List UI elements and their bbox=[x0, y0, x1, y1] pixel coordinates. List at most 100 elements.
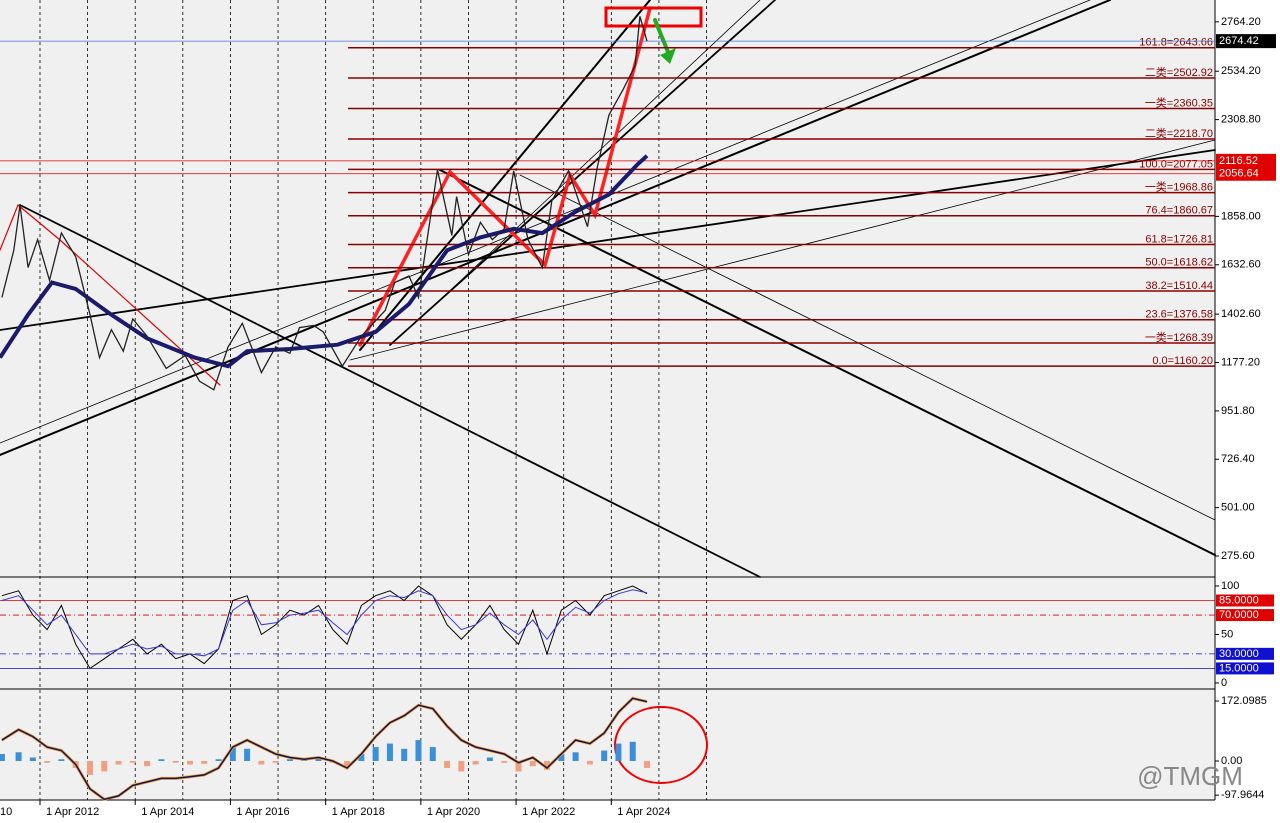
histogram-bar bbox=[372, 747, 379, 761]
histogram-bar bbox=[358, 754, 365, 761]
histogram-bar bbox=[29, 757, 36, 761]
fib-label: 一类=2360.35 bbox=[1145, 95, 1213, 109]
x-tick-label: 1 Apr 2018 bbox=[332, 806, 385, 818]
histogram-bar bbox=[515, 760, 522, 772]
y-tick-label: -97.9644 bbox=[1221, 789, 1264, 801]
histogram-bar bbox=[115, 760, 122, 765]
y-tick-label: 100 bbox=[1221, 580, 1239, 592]
histogram-bar bbox=[415, 740, 422, 761]
histogram-bar bbox=[558, 754, 565, 761]
fib-label: 二类=2502.92 bbox=[1145, 65, 1213, 79]
level-tag bbox=[1216, 662, 1274, 675]
y-tick-label: 1632.60 bbox=[1221, 259, 1261, 271]
price-tag-label: 2116.52 bbox=[1219, 155, 1258, 167]
histogram-bar bbox=[101, 760, 108, 772]
level-tag bbox=[1216, 647, 1274, 660]
histogram-bar bbox=[486, 757, 493, 761]
y-tick-label: 2764.20 bbox=[1221, 16, 1261, 28]
histogram-bar bbox=[601, 750, 608, 761]
histogram-bar bbox=[386, 743, 393, 761]
histogram-bar bbox=[229, 747, 236, 761]
y-tick-label: 172.0985 bbox=[1221, 695, 1267, 707]
y-tick-label: 1858.00 bbox=[1221, 210, 1261, 222]
histogram-bar bbox=[158, 759, 165, 761]
fib-label: 一类=1268.39 bbox=[1145, 330, 1213, 344]
level-tag-label: 15.0000 bbox=[1219, 662, 1259, 674]
histogram-bar bbox=[186, 760, 193, 765]
y-tick-label: 951.80 bbox=[1221, 405, 1255, 417]
histogram-bar bbox=[15, 752, 22, 761]
histogram-bar bbox=[586, 760, 593, 765]
oscillator-line bbox=[1, 585, 648, 670]
fib-label: 161.8=2643.66 bbox=[1139, 37, 1213, 49]
histogram-bar bbox=[644, 760, 651, 768]
histogram-bar bbox=[215, 759, 222, 761]
drawings bbox=[0, 0, 1216, 784]
y-tick-label: 1402.60 bbox=[1221, 308, 1261, 320]
histogram-bar bbox=[258, 760, 265, 765]
fib-label: 23.6=1376.58 bbox=[1145, 309, 1213, 321]
fib-label: 61.8=1726.81 bbox=[1145, 233, 1213, 245]
histogram-bar bbox=[572, 752, 579, 761]
histogram-bar bbox=[286, 759, 293, 761]
macd-line bbox=[1, 697, 648, 801]
histogram-bar bbox=[129, 760, 136, 763]
histogram-bar bbox=[472, 760, 479, 765]
y-tick-label: 275.60 bbox=[1221, 550, 1255, 562]
fib-label: 二类=2218.70 bbox=[1145, 126, 1213, 140]
histogram-bar bbox=[401, 748, 408, 761]
watermark: @TMGM bbox=[1137, 761, 1243, 791]
level-tag-label: 85.0000 bbox=[1219, 594, 1259, 606]
price-tag-label: 2056.64 bbox=[1219, 168, 1259, 180]
oscillator-line bbox=[1, 589, 648, 657]
y-tick-label: 0 bbox=[1221, 677, 1227, 689]
fib-label: 50.0=1618.62 bbox=[1145, 257, 1213, 269]
histogram-bar bbox=[201, 760, 208, 764]
fib-label: 一类=1968.86 bbox=[1145, 179, 1213, 193]
x-tick-label: 1 Apr 2014 bbox=[141, 806, 194, 818]
y-tick-label: 50 bbox=[1221, 628, 1233, 640]
level-tag bbox=[1216, 594, 1274, 607]
histogram-bar bbox=[244, 748, 251, 761]
histogram-bar bbox=[458, 760, 465, 772]
histogram-bar bbox=[444, 760, 451, 768]
price-tag bbox=[1216, 153, 1276, 168]
histogram-bar bbox=[315, 757, 322, 761]
x-tick-label: 1 Apr 2024 bbox=[617, 806, 670, 818]
histogram-bar bbox=[529, 760, 536, 767]
moving-average bbox=[0, 154, 649, 369]
histogram-bar bbox=[86, 760, 93, 775]
price-tag bbox=[1216, 166, 1276, 181]
level-tag-label: 30.0000 bbox=[1219, 648, 1259, 660]
histogram-bar bbox=[0, 754, 5, 761]
x-tick-label: 1 Apr 2012 bbox=[46, 806, 99, 818]
histogram-bar bbox=[501, 760, 508, 763]
histogram-bar bbox=[44, 760, 51, 763]
price-line bbox=[1, 16, 648, 391]
histogram-bar bbox=[172, 760, 179, 763]
x-tick-label: 10 bbox=[0, 806, 12, 818]
plot-bg bbox=[0, 0, 1215, 800]
price-tag bbox=[1216, 34, 1276, 49]
y-tick-label: 501.00 bbox=[1221, 502, 1255, 514]
x-tick-label: 1 Apr 2020 bbox=[427, 806, 480, 818]
histogram-bar bbox=[344, 760, 351, 767]
y-tick-label: 0.00 bbox=[1221, 755, 1242, 767]
histogram-bar bbox=[615, 743, 622, 761]
fib-label: 0.0=1160.20 bbox=[1152, 355, 1213, 367]
y-tick-label: 2534.20 bbox=[1221, 65, 1261, 77]
histogram-bar bbox=[144, 760, 151, 767]
fib-label: 38.2=1510.44 bbox=[1145, 280, 1213, 292]
histogram-bar bbox=[544, 760, 551, 770]
y-tick-label: 2308.80 bbox=[1221, 114, 1261, 126]
histogram-bar bbox=[629, 741, 636, 761]
fib-label: 76.4=1860.67 bbox=[1145, 205, 1213, 217]
histogram-bar bbox=[58, 759, 65, 761]
fib-label: 100.0=2077.05 bbox=[1139, 158, 1213, 170]
level-tag bbox=[1216, 609, 1274, 622]
price-tag-label: 2674.42 bbox=[1219, 35, 1259, 47]
x-tick-label: 1 Apr 2016 bbox=[236, 806, 289, 818]
y-tick-label: 726.40 bbox=[1221, 453, 1255, 465]
